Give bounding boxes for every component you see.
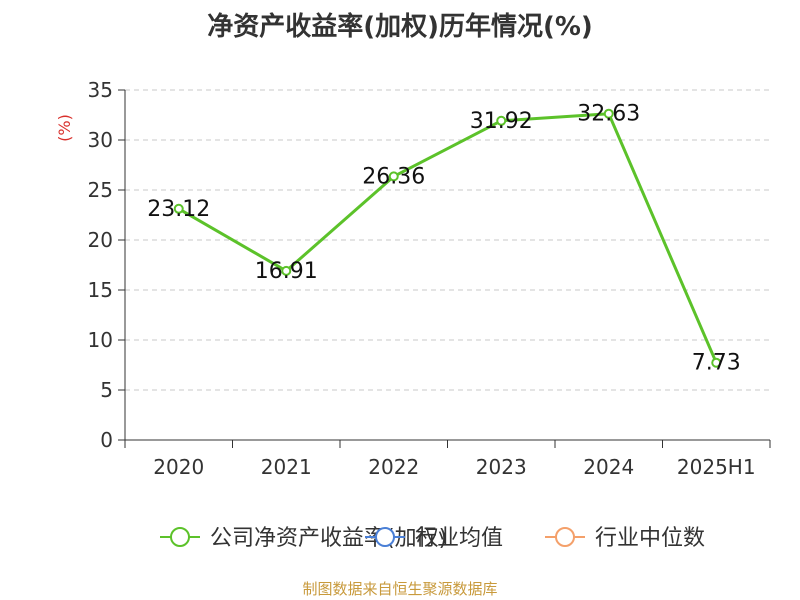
legend-item: 行业中位数 [545, 526, 705, 551]
y-tick-label: 10 [88, 328, 113, 352]
source-note: 制图数据来自恒生聚源数据库 [302, 580, 498, 598]
legend-item: 公司净资产收益率(加权) [160, 526, 447, 551]
y-tick-label: 15 [88, 278, 113, 302]
series-layer [173, 108, 722, 368]
axes: 0 5 10 15 20 25 30 35 2020 2021 2022 2023 2024 2025H1… [55, 78, 771, 479]
x-tick-label: 2024 [583, 455, 634, 479]
y-axis-label: (%) [55, 114, 74, 142]
data-labels: 23.12 16.91 26.36 31.92 32.63 7.73 [147, 102, 740, 376]
legend-marker [555, 527, 575, 547]
data-point [496, 115, 507, 126]
y-tick-label: 25 [88, 178, 113, 202]
grid-lines [125, 89, 770, 391]
x-tick-label: 2020 [153, 455, 204, 479]
x-tick-label: 2021 [261, 455, 312, 479]
legend: 公司净资产收益率(加权)行业均值 行业中位数 [160, 526, 705, 551]
data-point [173, 203, 184, 214]
legend-label: 行业均值 [415, 526, 503, 551]
data-label: 23.12 [147, 197, 210, 222]
y-tick-label: 20 [88, 228, 113, 252]
x-tick-label: 2023 [476, 455, 527, 479]
data-point [711, 357, 722, 368]
data-point [603, 108, 614, 119]
legend-item: 行业均值 [365, 526, 503, 551]
data-label: 31.92 [470, 109, 533, 134]
chart-title: 净资产收益率(加权)历年情况(%) [207, 12, 593, 42]
x-tick-label: 2022 [368, 455, 419, 479]
y-tick-label: 5 [100, 378, 113, 402]
y-tick-label: 35 [88, 78, 113, 102]
y-tick-label: 0 [100, 428, 113, 452]
data-label: 32.63 [577, 102, 640, 127]
legend-label: 行业中位数 [595, 526, 705, 551]
x-tick-label: 2025H1 [677, 455, 756, 479]
series-line [177, 112, 718, 364]
y-tick-label: 30 [88, 128, 113, 152]
data-point [281, 265, 292, 276]
data-point [388, 171, 399, 182]
legend-label: 公司净资产收益率(加权) [210, 526, 447, 551]
legend-marker [170, 527, 190, 547]
data-label: 26.36 [362, 164, 425, 189]
data-label: 16.91 [255, 259, 318, 284]
data-label: 7.73 [692, 351, 741, 376]
legend-marker [375, 527, 395, 547]
